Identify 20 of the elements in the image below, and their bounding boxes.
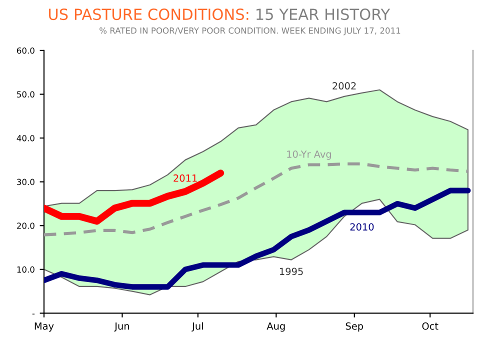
annotation: 1995 (280, 268, 303, 276)
series-label: 2010 (350, 223, 374, 231)
y-tick-label: 20.0 (17, 222, 34, 229)
x-tick-label: May (34, 322, 54, 332)
chart-subtitle: % RATED IN POOR/VERY POOR CONDITION. WEEK ENDING JULY 17, 2011 (100, 27, 400, 36)
chart-title: US PASTURE CONDITIONS: 15 YEAR HISTORY (49, 8, 390, 20)
series-label: 10-Yr Avg (287, 150, 331, 160)
y-tick-label: 30.0 (17, 178, 34, 186)
x-tick-label: Sep (346, 322, 364, 332)
y-tick-label: 10.0 (17, 266, 34, 273)
y-tick-label: 60.0 (17, 47, 34, 54)
x-tick-label: Oct (422, 322, 438, 330)
annotation: 2002 (332, 82, 356, 90)
x-tick-label: Jun (114, 322, 129, 332)
line-series (44, 162, 470, 236)
y-tick-label: 40.0 (16, 135, 34, 142)
y-tick-label: 50.0 (17, 91, 34, 98)
series-label: 2011 (174, 174, 197, 182)
x-tick-label: Jul (192, 322, 203, 332)
x-tick-label: Aug (266, 322, 285, 332)
